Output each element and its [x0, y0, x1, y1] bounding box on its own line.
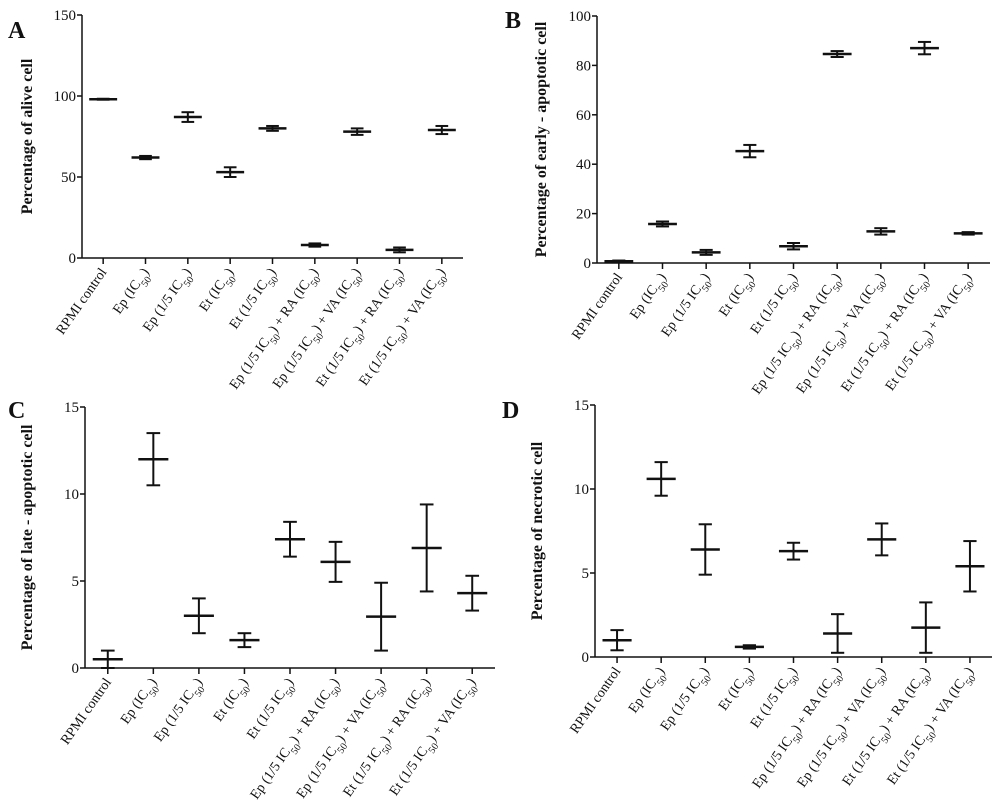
y-tick-label: 0 [584, 256, 592, 272]
y-tick-label: 5 [582, 566, 590, 582]
y-tick-label: 20 [576, 207, 591, 223]
y-tick-label: 80 [576, 58, 591, 74]
data-point [822, 50, 852, 59]
y-tick-label: 15 [574, 398, 589, 414]
y-tick-label: 60 [576, 108, 591, 124]
data-point [648, 220, 677, 228]
x-tick-label: Ep (IC50) [626, 664, 672, 718]
data-point [867, 522, 897, 557]
x-tick-label: Ep (1/5 IC50) + RA (IC50) [248, 675, 347, 805]
y-tick-label: 5 [72, 574, 80, 590]
y-tick-label: 0 [69, 251, 77, 267]
panel-C: C 0 5 10 15 Percentage of late - apoptotic ce… [8, 398, 495, 805]
y-axis-label: Percentage of alive cell [19, 58, 36, 214]
x-tick-label: Et (1/5 IC50) + VA (IC50) [387, 675, 483, 801]
data-point [602, 629, 632, 652]
data-point [734, 644, 764, 650]
y-tick-label: 10 [574, 482, 589, 498]
panel-D: D 0 5 10 15 Percentage of necrotic cell RPMI c… [502, 398, 992, 791]
data-point [690, 523, 720, 576]
data-point [955, 540, 985, 593]
data-point [457, 574, 488, 612]
data-point [953, 231, 983, 236]
data-point [138, 432, 169, 487]
data-point [366, 581, 397, 652]
x-tick-label: Et (1/5 IC50) + RA (IC50) [341, 675, 438, 802]
data-point [427, 124, 456, 136]
panel-B: B 0 20 40 60 80 100 Percentage of early - apopt… [505, 8, 990, 397]
data-point [300, 242, 329, 248]
x-tick-label: Et (IC50) [716, 664, 760, 716]
y-tick-label: 150 [54, 8, 77, 24]
y-tick-label: 15 [64, 400, 79, 416]
x-tick-label: Ep (1/5 IC50) [152, 675, 210, 747]
data-point [258, 124, 287, 132]
data-point [89, 97, 118, 101]
y-tick-label: 40 [576, 157, 591, 173]
panel-A: A 0 50 100 150 Percentage of alive cell RPMI c… [8, 8, 463, 392]
y-tick-label: 0 [72, 661, 80, 677]
data-point [343, 127, 372, 136]
data-point [216, 166, 245, 178]
y-tick-label: 0 [582, 650, 590, 666]
x-tick-label: Et (IC50) [197, 265, 241, 317]
x-tick-label: Ep (1/5 IC50) + VA (IC50) [294, 675, 392, 804]
y-tick-label: 100 [54, 89, 77, 105]
panel-label: A [8, 18, 26, 44]
data-point [646, 461, 676, 497]
x-tick-label: RPMI control [569, 271, 626, 343]
data-point [183, 597, 214, 635]
data-point [823, 613, 853, 654]
data-point [274, 520, 306, 558]
y-axis-label: Percentage of late - apoptotic cell [19, 424, 36, 650]
y-tick-label: 10 [64, 487, 79, 503]
x-tick-label: RPMI control [568, 665, 625, 737]
data-point [92, 649, 123, 669]
data-point [911, 601, 941, 654]
x-tick-label: RPMI control [58, 676, 115, 748]
y-tick-label: 100 [569, 9, 592, 25]
data-point [779, 241, 808, 251]
x-tick-label: Et (IC50) [717, 270, 761, 322]
x-tick-label: RPMI control [54, 266, 111, 338]
data-point [320, 540, 351, 583]
data-point [131, 154, 160, 161]
y-tick-label: 50 [61, 170, 76, 186]
x-tick-label: Et (1/5 IC50) + VA (IC50) [883, 270, 979, 396]
y-axis-label: Percentage of early - apoptotic cell [533, 21, 550, 257]
data-point [735, 143, 765, 159]
panel-label: C [8, 398, 25, 424]
data-point [691, 248, 721, 256]
panel-label: B [505, 8, 521, 34]
x-tick-label: Et (1/5 IC50) + VA (IC50) [885, 664, 981, 790]
data-point [411, 503, 442, 593]
data-point [604, 259, 634, 264]
data-point [385, 246, 414, 254]
x-tick-label: Ep (IC50) [118, 675, 164, 729]
data-point [778, 541, 809, 561]
data-point [866, 227, 896, 236]
data-point [910, 40, 939, 56]
x-tick-label: Ep (IC50) [627, 270, 673, 324]
panel-label: D [502, 398, 519, 424]
data-point [173, 111, 202, 123]
x-tick-label: Et (IC50) [211, 675, 255, 727]
y-axis-label: Percentage of necrotic cell [529, 441, 546, 620]
data-point [229, 632, 260, 649]
